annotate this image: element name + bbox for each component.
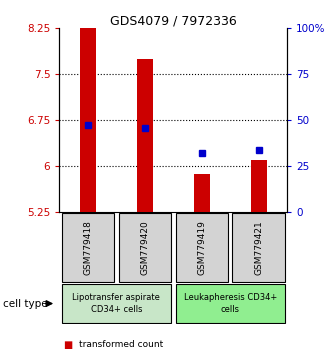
Text: GSM779418: GSM779418: [83, 220, 92, 275]
Text: GSM779419: GSM779419: [197, 220, 206, 275]
Text: GSM779421: GSM779421: [254, 221, 263, 275]
Bar: [176, 284, 285, 323]
Title: GDS4079 / 7972336: GDS4079 / 7972336: [110, 14, 237, 27]
Bar: [118, 213, 171, 282]
Bar: [137, 59, 153, 212]
Bar: [62, 213, 114, 282]
Bar: [194, 174, 210, 212]
Bar: [176, 213, 228, 282]
Text: ■: ■: [63, 340, 72, 350]
Text: Lipotransfer aspirate
CD34+ cells: Lipotransfer aspirate CD34+ cells: [72, 293, 160, 314]
Text: cell type: cell type: [3, 298, 48, 309]
Bar: [251, 160, 267, 212]
Bar: [232, 213, 285, 282]
Text: transformed count: transformed count: [79, 340, 163, 349]
Text: Leukapheresis CD34+
cells: Leukapheresis CD34+ cells: [183, 293, 277, 314]
Bar: [80, 7, 96, 212]
Bar: [62, 284, 171, 323]
Text: GSM779420: GSM779420: [140, 221, 149, 275]
